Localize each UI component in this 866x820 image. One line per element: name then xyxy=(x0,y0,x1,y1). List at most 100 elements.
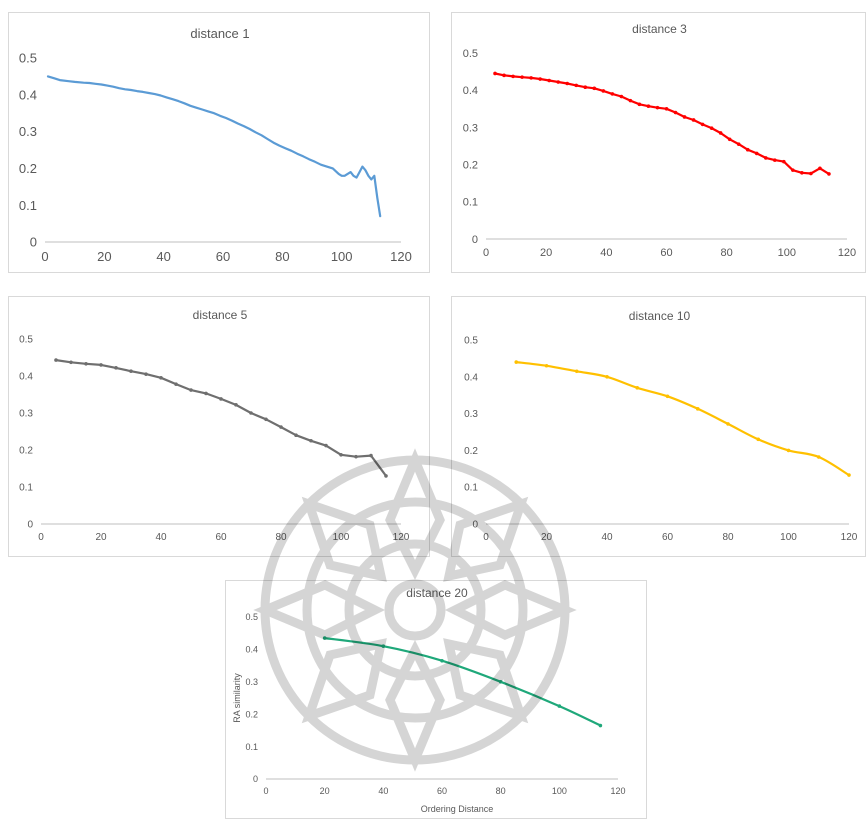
y-tick-label: 0.5 xyxy=(19,335,33,346)
data-point xyxy=(800,170,804,175)
x-tick-label: 20 xyxy=(97,249,111,264)
x-tick-label: 40 xyxy=(155,532,167,543)
data-point xyxy=(322,636,327,640)
data-point xyxy=(610,92,615,96)
y-tick-label: 0.5 xyxy=(19,51,37,66)
data-point xyxy=(384,474,388,478)
data-point xyxy=(219,397,223,401)
data-point xyxy=(809,171,813,176)
y-tick-label: 0.5 xyxy=(245,612,258,622)
data-point xyxy=(847,473,851,477)
x-tick-label: 60 xyxy=(437,786,447,796)
series-line xyxy=(46,75,382,218)
y-tick-label: 0.4 xyxy=(245,645,258,655)
y-tick-label: 0.1 xyxy=(19,198,37,213)
chart-title: distance 20 xyxy=(406,586,468,600)
x-tick-label: 100 xyxy=(780,532,797,543)
data-point xyxy=(598,723,603,728)
y-tick-label: 0.1 xyxy=(464,483,478,494)
line-chart-distance-5: distance 5 0 20 40 60 80 100 120 0 0.1 0.2 0.3 0.4 0.… xyxy=(19,308,410,543)
x-tick-label: 80 xyxy=(496,786,506,796)
data-point xyxy=(691,118,696,122)
data-point xyxy=(763,156,768,160)
x-tick-label: 40 xyxy=(378,786,388,796)
data-point xyxy=(816,455,821,459)
data-point xyxy=(538,77,542,81)
data-point xyxy=(827,172,831,176)
data-point xyxy=(574,83,579,88)
data-point xyxy=(498,680,503,684)
data-point xyxy=(69,360,73,365)
x-tick-label: 100 xyxy=(331,249,353,264)
y-tick-label: 0.4 xyxy=(463,85,478,97)
data-point xyxy=(655,105,660,110)
y-tick-label: 0 xyxy=(30,235,37,250)
chart-panel-distance-20: distance 20 0 20 40 60 80 100 120 0 0.1 0.2 0.3 0.4 0… xyxy=(225,580,647,819)
data-point xyxy=(786,448,791,453)
data-point xyxy=(511,74,515,79)
x-tick-label: 0 xyxy=(41,249,48,264)
x-tick-label: 20 xyxy=(320,786,330,796)
data-point xyxy=(583,85,588,90)
y-tick-label: 0.4 xyxy=(464,372,478,383)
line-chart-distance-1: distance 1 0 20 40 60 80 100 120 0 0.1 0.2 0.3 0.4 0.… xyxy=(19,26,412,264)
y-tick-label: 0.1 xyxy=(19,483,33,494)
data-point xyxy=(745,147,750,152)
x-tick-label: 40 xyxy=(601,532,613,543)
y-tick-label: 0.4 xyxy=(19,87,37,102)
x-tick-label: 80 xyxy=(721,247,733,259)
data-point xyxy=(709,126,714,130)
data-point xyxy=(279,425,283,429)
data-point xyxy=(324,443,328,448)
chart-panel-distance-5: distance 5 0 20 40 60 80 100 120 0 0.1 0.2 0.3 0.4 0.… xyxy=(8,296,430,557)
data-point xyxy=(493,71,497,76)
data-point xyxy=(635,386,640,390)
data-point xyxy=(520,75,524,79)
data-point xyxy=(84,361,88,366)
data-point xyxy=(529,76,533,80)
x-tick-label: 120 xyxy=(390,249,412,264)
y-tick-label: 0.3 xyxy=(463,122,478,134)
y-tick-label: 0.1 xyxy=(245,742,258,752)
x-tick-label: 20 xyxy=(541,532,553,543)
y-tick-label: 0.4 xyxy=(19,372,33,383)
data-point xyxy=(628,98,633,103)
x-tick-label: 40 xyxy=(156,249,170,264)
data-point xyxy=(547,78,551,83)
y-tick-label: 0.3 xyxy=(464,409,478,420)
data-point xyxy=(114,366,118,370)
y-tick-label: 0.2 xyxy=(19,161,37,176)
y-tick-label: 0.2 xyxy=(464,446,478,457)
x-tick-label: 0 xyxy=(263,786,268,796)
data-point xyxy=(736,142,741,146)
data-point xyxy=(514,360,519,364)
x-tick-label: 60 xyxy=(215,532,227,543)
data-point xyxy=(557,704,562,708)
chart-title: distance 1 xyxy=(190,26,249,41)
data-point xyxy=(264,417,268,422)
data-point xyxy=(354,454,358,459)
data-point xyxy=(754,151,759,156)
data-point xyxy=(756,437,761,442)
x-tick-label: 40 xyxy=(600,247,612,259)
x-tick-label: 80 xyxy=(275,249,289,264)
data-point xyxy=(339,453,343,457)
y-tick-label: 0 xyxy=(472,520,478,531)
data-point xyxy=(381,644,386,648)
x-tick-label: 0 xyxy=(38,532,44,543)
data-point xyxy=(718,131,723,135)
x-tick-label: 0 xyxy=(483,532,489,543)
data-point xyxy=(309,438,313,443)
chart-title: distance 5 xyxy=(193,308,248,322)
x-tick-label: 100 xyxy=(778,247,796,259)
data-point xyxy=(544,363,549,368)
series-line xyxy=(323,637,602,727)
data-point xyxy=(144,372,148,376)
data-point xyxy=(637,102,642,107)
series-line xyxy=(493,72,830,175)
data-point xyxy=(129,369,133,373)
y-tick-label: 0.3 xyxy=(19,409,33,420)
y-tick-label: 0.2 xyxy=(19,446,33,457)
x-tick-label: 60 xyxy=(660,247,672,259)
y-tick-label: 0.3 xyxy=(245,677,258,687)
